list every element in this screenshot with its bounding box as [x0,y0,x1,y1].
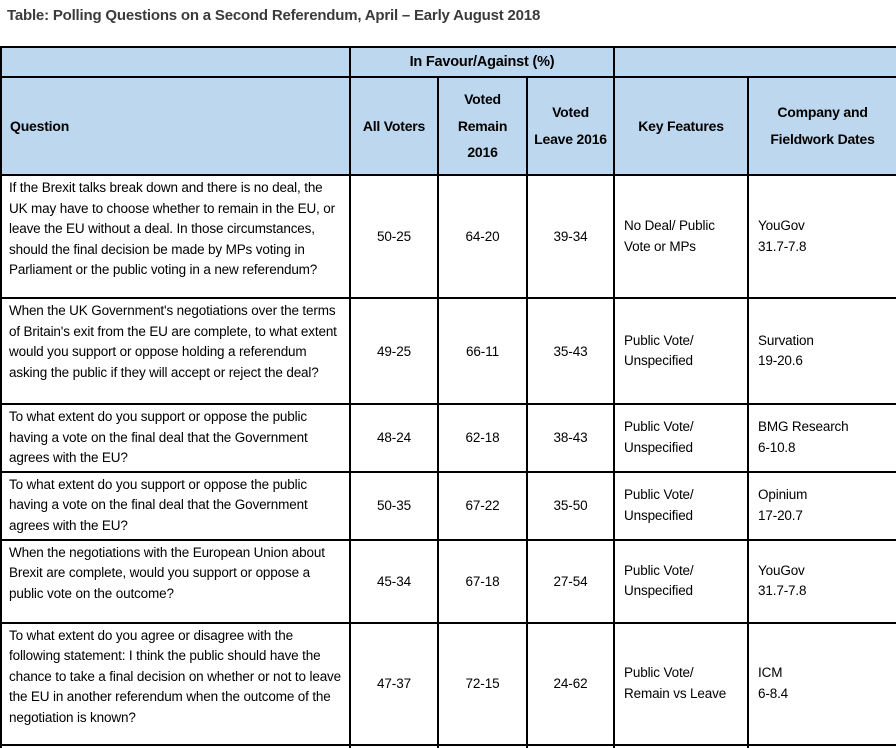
all-voters-cell: 45-34 [349,538,439,624]
voted-remain-cell: 72-15 [437,621,528,746]
voted-remain-cell: 62-18 [437,403,528,473]
key-features-cell: Public Vote/ Unspecified [613,538,750,624]
voted-leave-cell [525,743,616,748]
table-title: Table: Polling Questions on a Second Ref… [7,7,541,24]
voted-remain-cell: 66-11 [437,297,528,405]
company-cell: Survation 19-20.6 [747,297,896,405]
voted-remain-cell [437,743,528,748]
voted-remain-cell: 67-18 [437,538,528,624]
question-cell: To what extent do you support or oppose … [0,470,351,541]
company-cell: YouGov 31.7-7.8 [747,538,896,624]
all-voters-cell: 50-35 [349,470,439,541]
question-cell [0,743,351,748]
column-header-key-features: Key Features [613,76,750,176]
question-cell: To what extent do you agree or disagree … [0,621,351,746]
company-name: ICM [758,665,783,681]
fieldwork-dates: 6-10.8 [758,439,796,455]
group-header-in-favour-against: In Favour/Against (%) [348,46,616,78]
voted-leave-cell: 38-43 [525,403,616,473]
polling-table: In Favour/Against (%) Question All Voter… [0,46,896,748]
question-cell: To what extent do you support or oppose … [0,403,351,473]
company-name: YouGov [758,218,805,233]
company-name: Opinium [758,487,808,503]
question-cell: When the negotiations with the European … [0,538,351,624]
group-header-blank-right [613,46,896,78]
company-cell: YouGov 31.7-7.8 [747,174,896,299]
fieldwork-dates: 6-8.4 [758,685,789,701]
column-header-row: Question All Voters Voted Remain 2016 Vo… [0,76,896,176]
question-cell: When the UK Government's negotiations ov… [0,297,351,405]
company-name: YouGov [758,562,805,578]
all-voters-cell [349,743,439,748]
company-cell: ICM 6-8.4 [747,621,896,746]
table-row: When the UK Government's negotiations ov… [0,297,896,405]
key-features-cell: Public Vote/ Unspecified [613,297,750,405]
question-cell: If the Brexit talks break down and there… [0,174,351,299]
column-header-voted-leave: Voted Leave 2016 [525,76,616,176]
voted-leave-cell: 27-54 [525,538,616,624]
table-row: To what extent do you support or oppose … [0,403,896,473]
table-row-partial [0,743,896,748]
fieldwork-dates: 31.7-7.8 [758,583,807,599]
table-row: If the Brexit talks break down and there… [0,174,896,299]
company-name: Survation [758,332,814,348]
column-header-voted-remain: Voted Remain 2016 [437,76,528,176]
table-row: When the negotiations with the European … [0,538,896,624]
group-header-row: In Favour/Against (%) [0,46,896,78]
company-name: BMG Research [758,419,849,435]
all-voters-cell: 48-24 [349,403,439,473]
voted-leave-cell: 39-34 [525,174,616,299]
fieldwork-dates: 17-20.7 [758,507,803,523]
group-header-blank-left [0,46,351,78]
key-features-cell: Public Vote/ Unspecified [613,470,750,541]
column-header-all-voters: All Voters [349,76,439,176]
company-cell [747,743,896,748]
key-features-cell: No Deal/ Public Vote or MPs [613,174,750,299]
all-voters-cell: 47-37 [349,621,439,746]
fieldwork-dates: 31.7-7.8 [758,238,807,254]
company-cell: BMG Research 6-10.8 [747,403,896,473]
key-features-cell: Public Vote/ Remain vs Leave [613,621,750,746]
company-cell: Opinium 17-20.7 [747,470,896,541]
voted-leave-cell: 35-50 [525,470,616,541]
key-features-cell: Public Vote/ Unspecified [613,403,750,473]
all-voters-cell: 49-25 [349,297,439,405]
voted-remain-cell: 64-20 [437,174,528,299]
column-header-question: Question [0,76,351,176]
fieldwork-dates: 19-20.6 [758,353,803,368]
column-header-company-dates: Company and Fieldwork Dates [747,76,896,176]
voted-leave-cell: 24-62 [525,621,616,746]
all-voters-cell: 50-25 [349,174,439,299]
table-row: To what extent do you agree or disagree … [0,621,896,746]
voted-leave-cell: 35-43 [525,297,616,405]
key-features-cell [613,743,750,748]
voted-remain-cell: 67-22 [437,470,528,541]
table-row: To what extent do you support or oppose … [0,470,896,541]
